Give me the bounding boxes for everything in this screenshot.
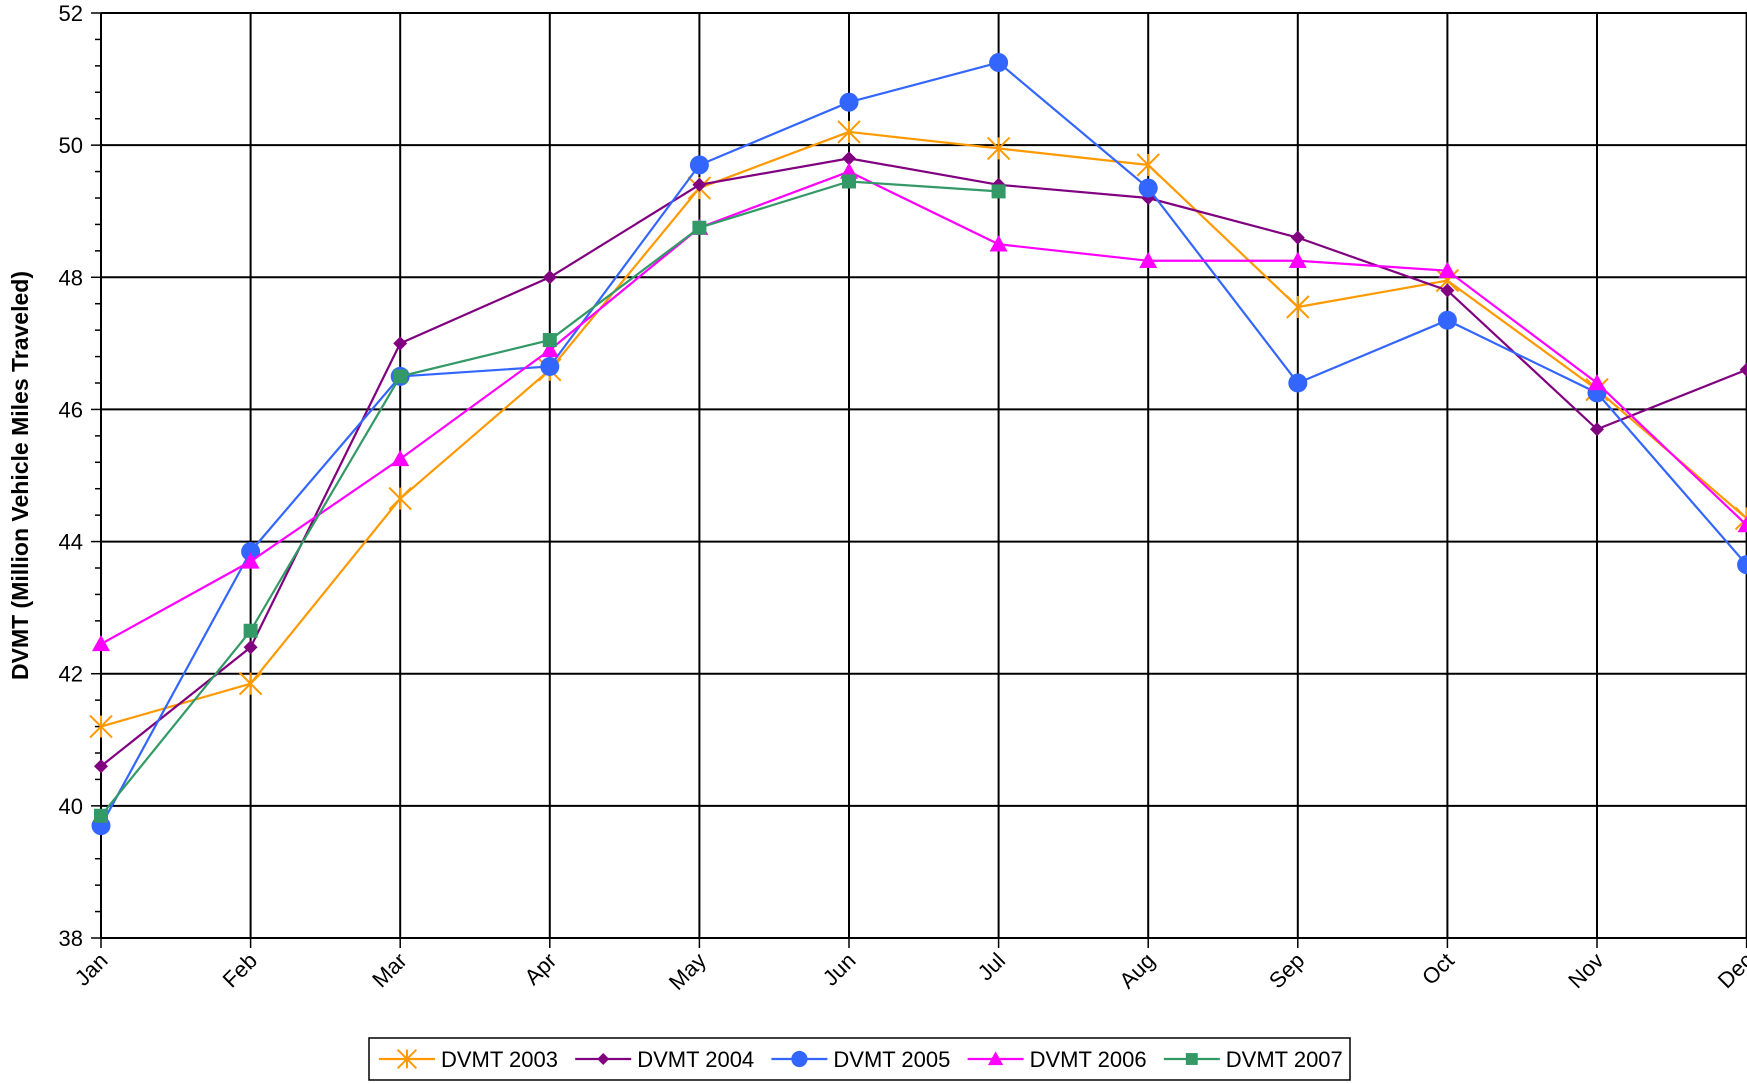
data-point: [842, 151, 856, 166]
legend-marker: [987, 1051, 1004, 1066]
legend-label: DVMT 2004: [637, 1047, 754, 1072]
legend-item: DVMT 2007: [1163, 1047, 1343, 1072]
legend-marker: [791, 1050, 808, 1068]
series-lines: [89, 53, 1747, 836]
tick-labels: 38 40 42 44 46 48 50 52 Jan Feb Mar Apr May Jun Jul Aug…: [59, 1, 1747, 995]
data-point: [92, 634, 110, 652]
data-point: [1437, 310, 1457, 330]
data-point: [391, 449, 410, 467]
y-tick-label: 40: [59, 794, 83, 819]
data-point: [94, 759, 108, 774]
data-point: [689, 155, 709, 175]
data-point: [837, 120, 861, 144]
data-point: [540, 356, 560, 376]
data-point: [1139, 251, 1158, 268]
legend-item: DVMT 2006: [967, 1047, 1147, 1072]
x-tick-label: Apr: [519, 948, 561, 990]
legend-item: DVMT 2005: [771, 1047, 950, 1072]
data-point: [1737, 516, 1747, 533]
series-dvmt-2004: [94, 151, 1747, 774]
y-tick-label: 38: [59, 926, 83, 951]
data-point: [388, 486, 412, 511]
data-point: [1136, 153, 1160, 177]
y-tick-label: 52: [59, 1, 83, 26]
data-point: [692, 220, 707, 235]
grid: [101, 12, 1747, 939]
legend-label: DVMT 2003: [441, 1047, 558, 1072]
y-axis-title: DVMT (Million Vehicle Miles Traveled): [7, 271, 33, 680]
x-tick-label: Mar: [367, 948, 411, 992]
series-line: [100, 61, 1747, 827]
data-point: [692, 177, 707, 192]
legend-label: DVMT 2005: [833, 1047, 950, 1072]
data-point: [542, 333, 557, 348]
y-tick-label: 48: [59, 265, 83, 290]
data-point: [842, 174, 856, 189]
data-point: [991, 184, 1006, 199]
x-tick-label: Jul: [973, 948, 1011, 986]
data-point: [989, 53, 1009, 73]
y-tick-label: 46: [59, 397, 83, 422]
data-point: [1588, 374, 1606, 391]
data-point: [89, 714, 113, 739]
data-point: [94, 808, 108, 823]
series-dvmt-2005: [91, 53, 1747, 836]
data-point: [1288, 251, 1307, 268]
data-point: [238, 671, 263, 696]
data-point: [1739, 362, 1747, 377]
data-point: [989, 235, 1008, 252]
data-point: [243, 623, 258, 638]
data-point: [241, 541, 261, 561]
data-point: [839, 92, 859, 112]
series-line: [100, 170, 1747, 645]
series-dvmt-2006: [92, 162, 1747, 652]
data-point: [393, 336, 408, 351]
data-point: [1138, 178, 1158, 198]
series-line: [100, 157, 1747, 768]
x-tick-label: Aug: [1114, 948, 1159, 993]
legend-item: DVMT 2004: [575, 1047, 754, 1072]
data-point: [243, 640, 258, 655]
data-point: [540, 340, 559, 358]
legend: DVMT 2003 DVMT 2004 DVMT 2005 DVMT 2006 DVMT…: [368, 1037, 1351, 1081]
legend-marker: [1185, 1053, 1198, 1065]
legend-label: DVMT 2006: [1030, 1047, 1147, 1072]
data-point: [986, 136, 1011, 161]
x-tick-label: Feb: [218, 948, 262, 992]
x-tick-label: Nov: [1563, 948, 1608, 993]
y-tick-label: 44: [59, 530, 83, 555]
x-tick-label: Sep: [1264, 948, 1309, 993]
data-point: [1286, 295, 1310, 319]
data-point: [542, 270, 557, 285]
axes: [91, 12, 1747, 948]
data-point: [1737, 555, 1747, 575]
data-point: [241, 552, 260, 569]
series-dvmt-2003: [89, 120, 1747, 739]
series-dvmt-2007: [94, 174, 1006, 823]
x-tick-label: Jan: [70, 948, 113, 991]
legend-item: DVMT 2003: [379, 1047, 558, 1072]
x-tick-label: Jun: [818, 948, 861, 991]
series-line: [100, 130, 1747, 728]
legend-label: DVMT 2007: [1226, 1047, 1343, 1072]
data-point: [1438, 261, 1457, 278]
legend-marker: [597, 1053, 610, 1065]
data-point: [1590, 422, 1604, 437]
data-point: [393, 369, 408, 384]
y-tick-label: 42: [59, 662, 83, 687]
data-point: [1290, 230, 1305, 245]
y-tick-label: 50: [59, 133, 83, 158]
legend-marker: [396, 1048, 418, 1070]
data-point: [1440, 283, 1455, 298]
data-point: [1288, 373, 1308, 393]
x-tick-label: May: [664, 948, 711, 995]
x-tick-label: Dec: [1713, 948, 1747, 993]
x-tick-label: Oct: [1417, 948, 1459, 990]
